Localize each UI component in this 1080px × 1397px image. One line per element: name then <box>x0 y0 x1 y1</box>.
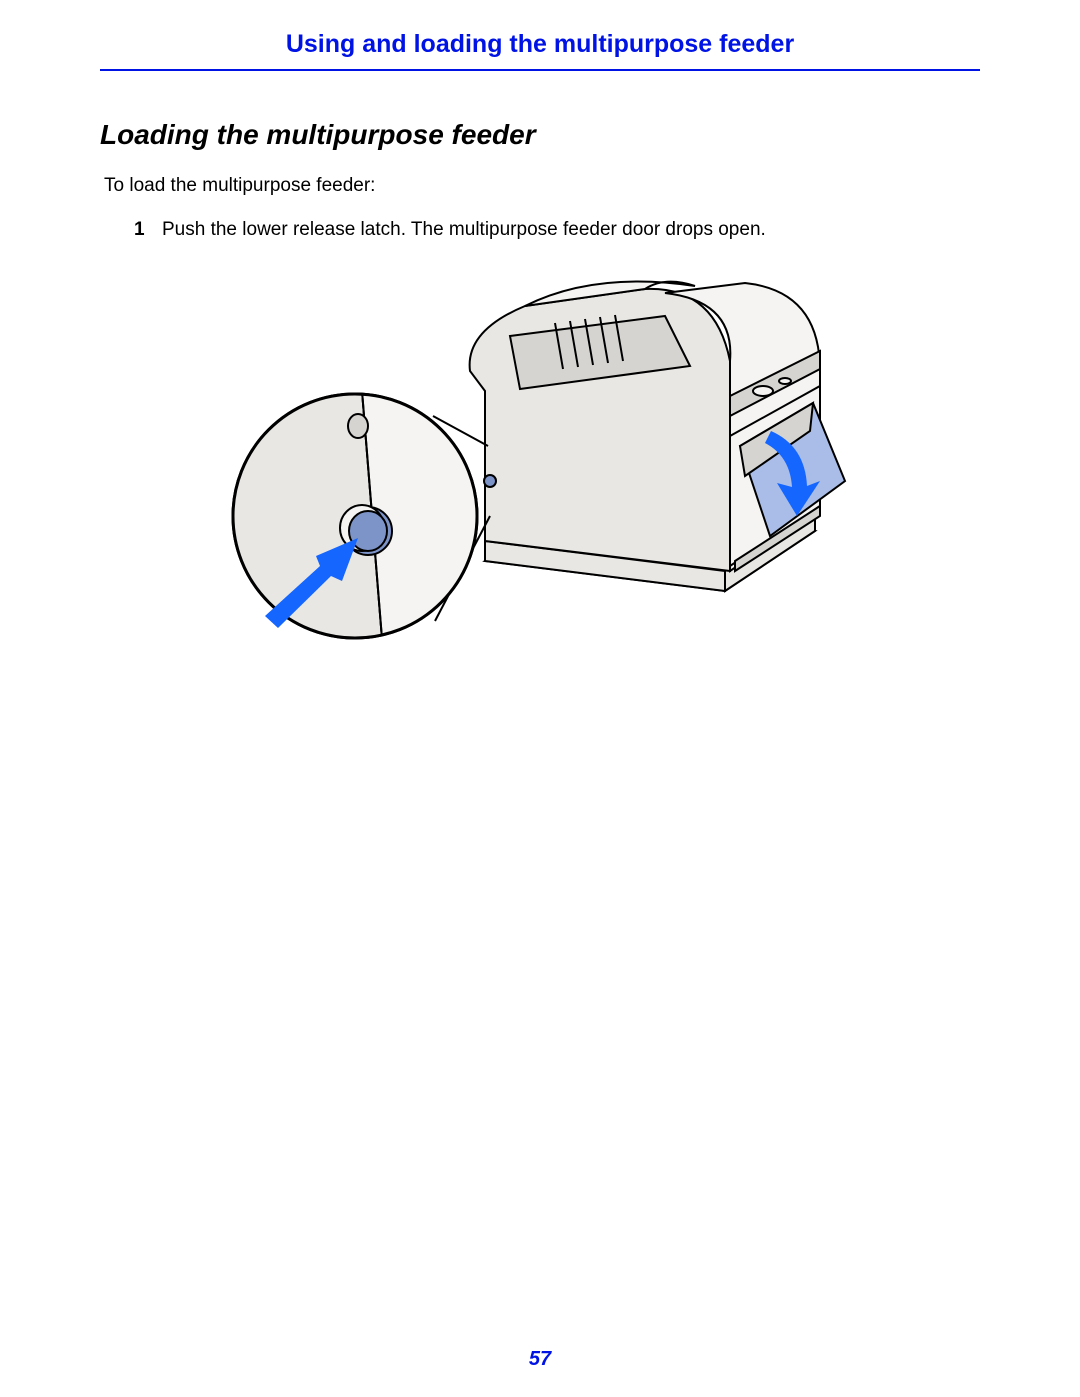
printer-illustration <box>210 261 870 681</box>
latch-detail-svg <box>230 366 480 666</box>
printer-body-svg <box>415 271 855 631</box>
page-header-title: Using and loading the multipurpose feede… <box>100 30 980 69</box>
step-number: 1 <box>134 219 162 241</box>
step-text: Push the lower release latch. The multip… <box>162 219 980 241</box>
section-heading: Loading the multipurpose feeder <box>100 119 980 151</box>
document-page: Using and loading the multipurpose feede… <box>0 0 1080 1397</box>
section-intro: To load the multipurpose feeder: <box>104 175 980 197</box>
step-item: 1 Push the lower release latch. The mult… <box>134 219 980 241</box>
page-number: 57 <box>0 1348 1080 1371</box>
header-rule <box>100 69 980 71</box>
